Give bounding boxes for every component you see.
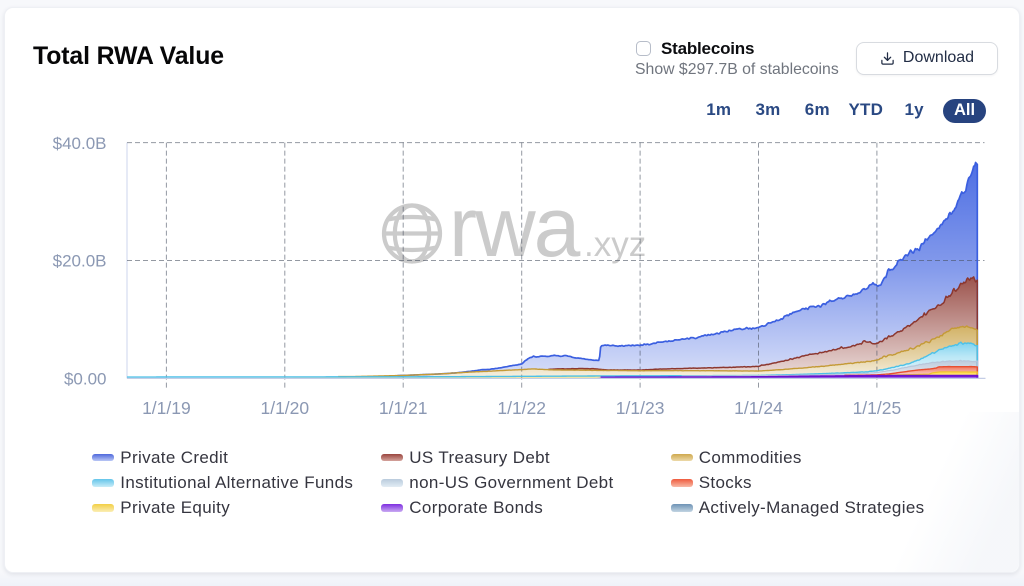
svg-text:.xyz: .xyz	[584, 225, 646, 264]
svg-text:1/1/19: 1/1/19	[142, 398, 191, 418]
svg-text:$20.0B: $20.0B	[53, 252, 107, 271]
svg-text:1/1/24: 1/1/24	[734, 398, 783, 418]
svg-text:$40.0B: $40.0B	[53, 134, 107, 153]
svg-text:rwa: rwa	[449, 180, 581, 274]
svg-text:$0.00: $0.00	[64, 370, 107, 389]
svg-text:1/1/22: 1/1/22	[497, 398, 546, 418]
svg-text:1/1/20: 1/1/20	[260, 398, 309, 418]
svg-text:1/1/21: 1/1/21	[379, 398, 428, 418]
svg-text:1/1/23: 1/1/23	[616, 398, 665, 418]
svg-text:1/1/25: 1/1/25	[853, 398, 902, 418]
